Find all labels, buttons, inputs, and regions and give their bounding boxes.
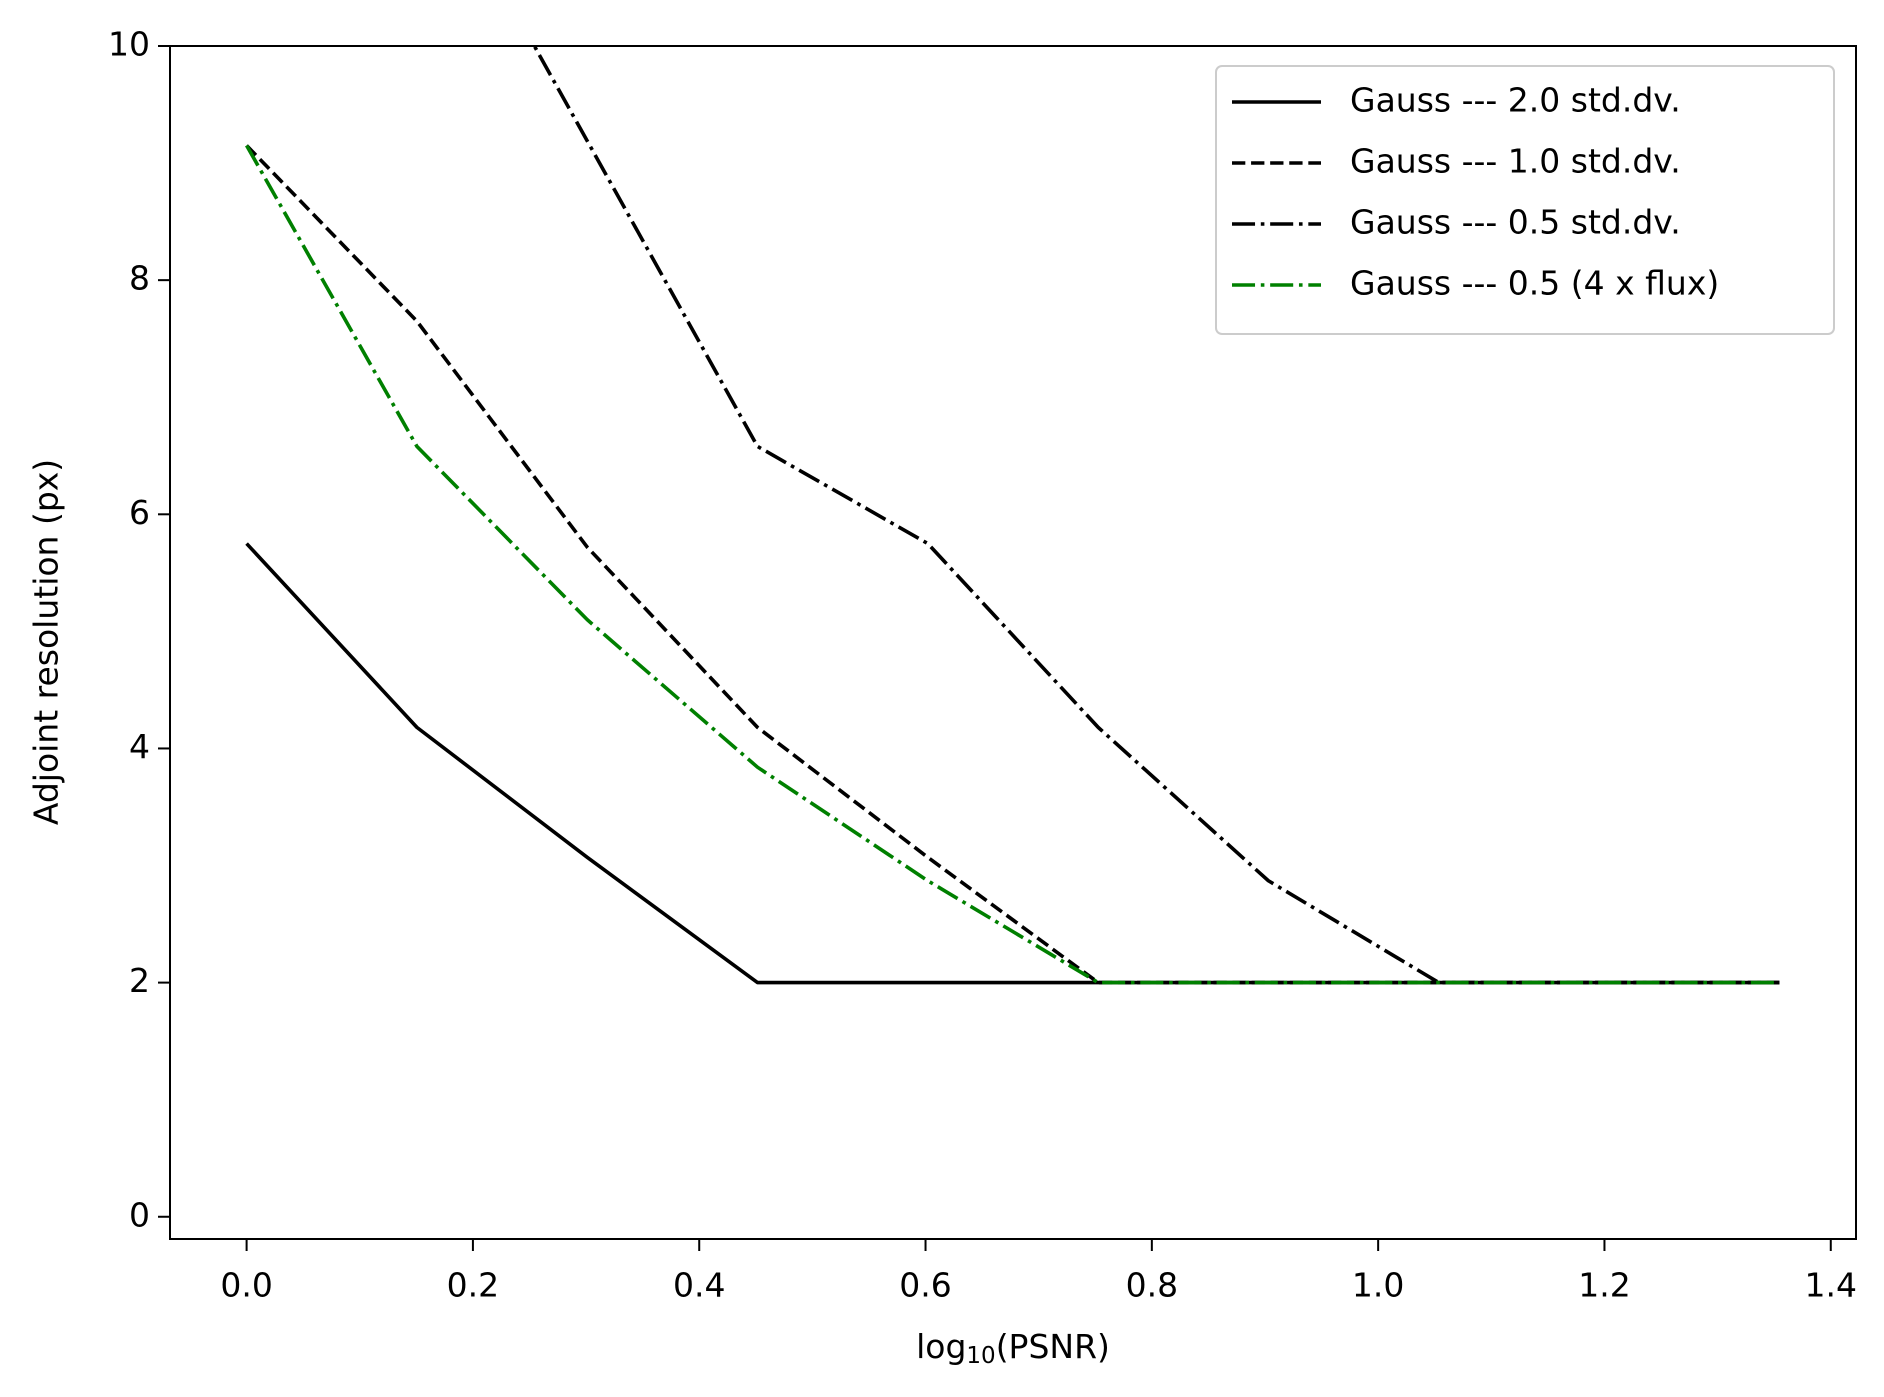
x-tick-label: 1.2: [1578, 1266, 1630, 1305]
x-axis-label-part: log: [916, 1327, 966, 1366]
x-axis-label: log10(PSNR): [916, 1327, 1110, 1369]
y-axis-label: Adjoint resolution (px): [27, 459, 66, 825]
series-line: [245, 542, 1780, 985]
y-tick-label: 2: [129, 961, 150, 1000]
x-tick-label: 0.2: [447, 1266, 499, 1305]
series-line: [245, 144, 1780, 985]
x-axis-label-sub: 10: [966, 1343, 995, 1369]
y-tick-label: 6: [129, 493, 150, 532]
y-tick-label: 8: [129, 259, 150, 298]
legend-box: [1215, 65, 1835, 335]
legend-label: Gauss --- 0.5 (4 x flux): [1350, 264, 1719, 303]
x-tick-label: 0.4: [673, 1266, 725, 1305]
x-tick-label: 1.4: [1805, 1266, 1857, 1305]
x-tick-label: 1.0: [1352, 1266, 1404, 1305]
legend-label: Gauss --- 0.5 std.dv.: [1350, 203, 1681, 242]
plot-frame: [169, 45, 1857, 1240]
legend-label: Gauss --- 2.0 std.dv.: [1350, 81, 1681, 120]
x-tick-label: 0.0: [220, 1266, 272, 1305]
y-tick-label: 10: [108, 25, 150, 64]
plot-area: [245, 46, 1780, 985]
y-tick-label: 0: [129, 1195, 150, 1234]
series-line: [532, 46, 1780, 985]
x-tick-label: 0.8: [1126, 1266, 1178, 1305]
x-axis-label-part: (PSNR): [996, 1327, 1110, 1366]
legend-label: Gauss --- 1.0 std.dv.: [1350, 142, 1681, 181]
y-tick-label: 4: [129, 727, 150, 766]
x-tick-label: 0.6: [899, 1266, 951, 1305]
